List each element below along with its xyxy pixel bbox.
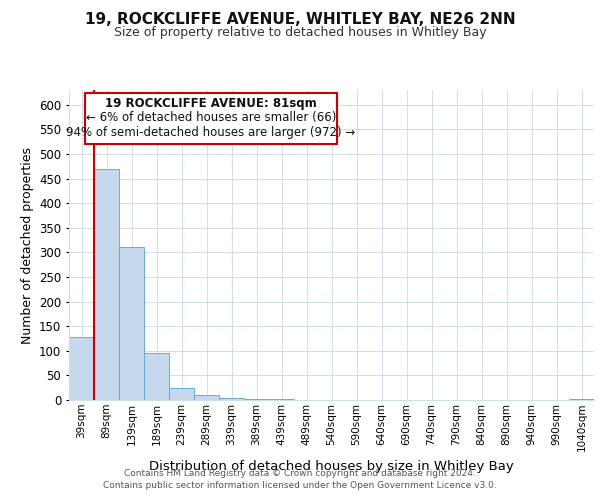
FancyBboxPatch shape [85,93,337,144]
Bar [119,248,143,400]
Text: Contains HM Land Registry data © Crown copyright and database right 2024.: Contains HM Land Registry data © Crown c… [124,468,476,477]
Bar [569,399,593,400]
X-axis label: Distribution of detached houses by size in Whitley Bay: Distribution of detached houses by size … [149,460,514,472]
Bar [94,168,119,400]
Bar [269,399,293,400]
Bar [169,388,194,400]
Text: 19, ROCKCLIFFE AVENUE, WHITLEY BAY, NE26 2NN: 19, ROCKCLIFFE AVENUE, WHITLEY BAY, NE26… [85,12,515,28]
Bar [220,398,244,400]
Bar [194,395,218,400]
Bar [70,337,94,400]
Y-axis label: Number of detached properties: Number of detached properties [20,146,34,344]
Text: ← 6% of detached houses are smaller (66): ← 6% of detached houses are smaller (66) [86,112,336,124]
Text: 19 ROCKCLIFFE AVENUE: 81sqm: 19 ROCKCLIFFE AVENUE: 81sqm [105,97,317,110]
Bar [145,354,169,400]
Text: Size of property relative to detached houses in Whitley Bay: Size of property relative to detached ho… [113,26,487,39]
Text: Contains public sector information licensed under the Open Government Licence v3: Contains public sector information licen… [103,481,497,490]
Text: 94% of semi-detached houses are larger (972) →: 94% of semi-detached houses are larger (… [66,126,355,139]
Bar [244,398,269,400]
